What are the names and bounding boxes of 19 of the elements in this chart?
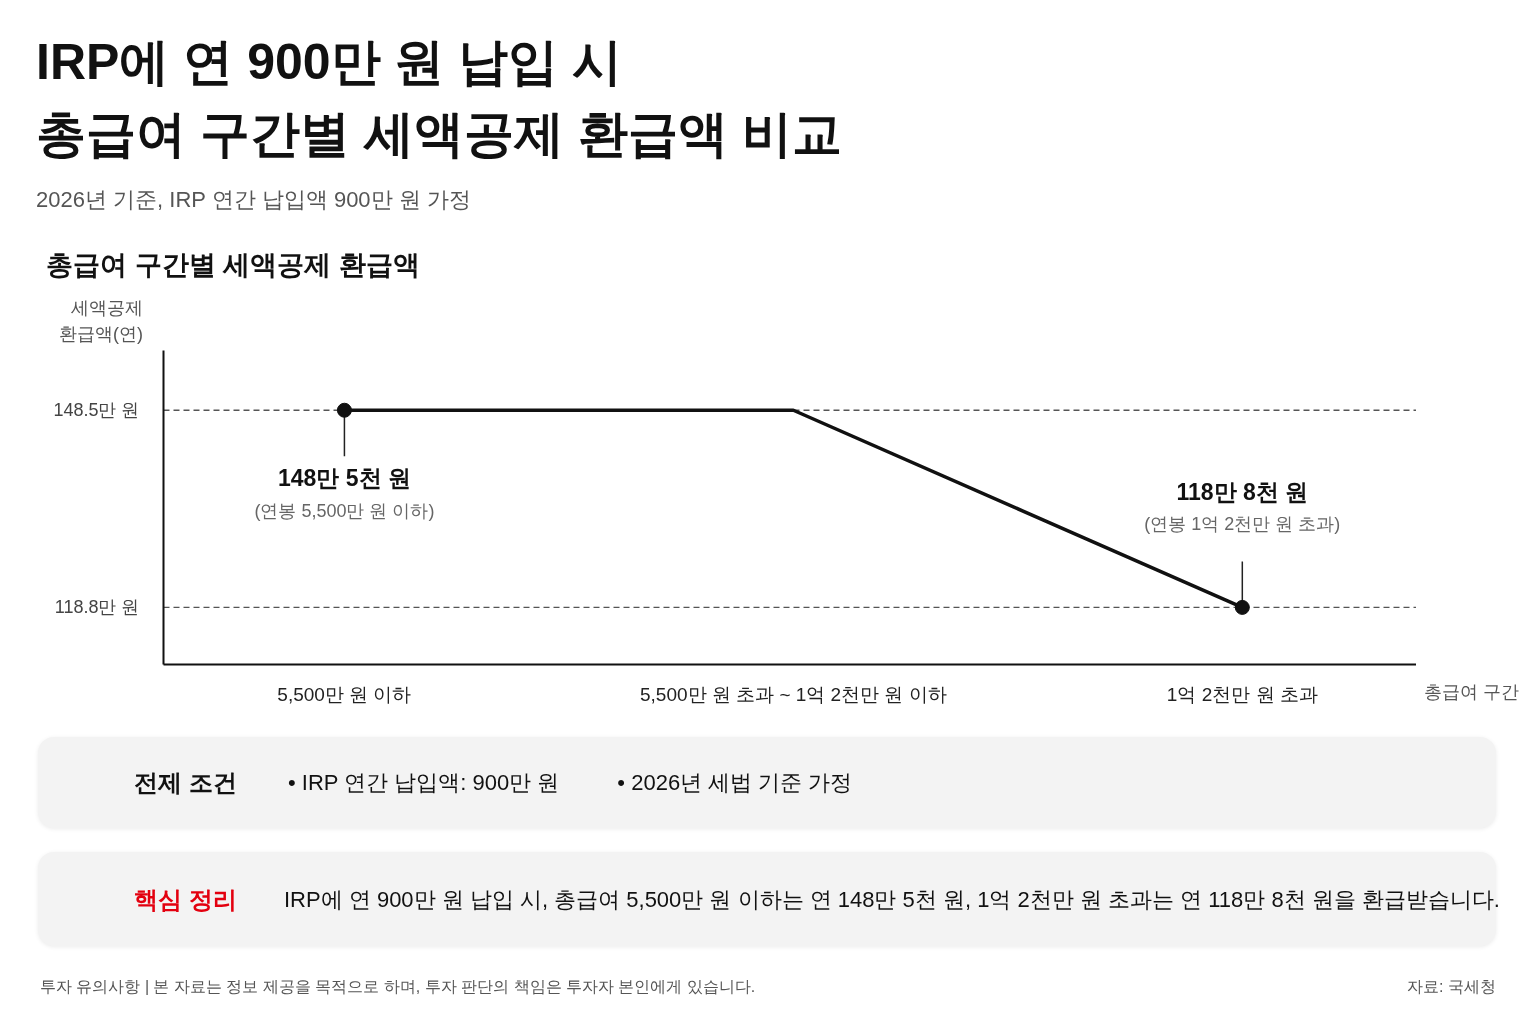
annotation: 148만 5천 원 (연봉 5,500만 원 이하) bbox=[254, 465, 435, 522]
x-tick-label: 5,500만 원 이하 bbox=[277, 683, 412, 705]
annotation: 118만 8천 원 (연봉 1억 2천만 원 초과) bbox=[1144, 479, 1341, 535]
chart-subtitle: 2026년 기준, IRP 연간 납입액 900만 원 가정 bbox=[36, 186, 471, 214]
y-tick-label: 148.5만 원 bbox=[53, 400, 140, 421]
text: 투자 유의사항 | 본 자료는 정보 제공을 목적으로 하며, 투자 판단의 책임은 투자자 본인에게 있습니다. bbox=[40, 977, 756, 997]
text: IRP에 연 900만 원 납입 시, 총급여 5,500만 원 이하는 연 148만 5천 원, 1억 2천만 원 초과는 연 118만 8천 원을 환급받습니다. bbox=[284, 886, 1500, 914]
text: 총급여 구간별 세액공제 환급액 bbox=[46, 249, 420, 282]
x-tick-label: 1억 2천만 원 초과 bbox=[1166, 683, 1318, 705]
y-tick-label: 118.8만 원 bbox=[54, 597, 140, 618]
x-axis-title: 총급여 구간 bbox=[1424, 681, 1520, 704]
text: 핵심 정리 bbox=[134, 885, 237, 915]
text: 자료: 국세청 bbox=[1407, 977, 1496, 997]
chart-title: IRP에 연 900만 원 납입 시 총급여 구간별 세액공제 환급액 비교 bbox=[36, 33, 842, 164]
y-axis-title: 세액공제 환급액(연) bbox=[59, 297, 143, 346]
text: • IRP 연간 납입액: 900만 원 bbox=[288, 769, 560, 797]
x-tick-label: 5,500만 원 초과 ~ 1억 2천만 원 이하 bbox=[640, 683, 947, 705]
text: 전제 조건 bbox=[134, 768, 237, 798]
text: • 2026년 세법 기준 가정 bbox=[617, 769, 853, 797]
